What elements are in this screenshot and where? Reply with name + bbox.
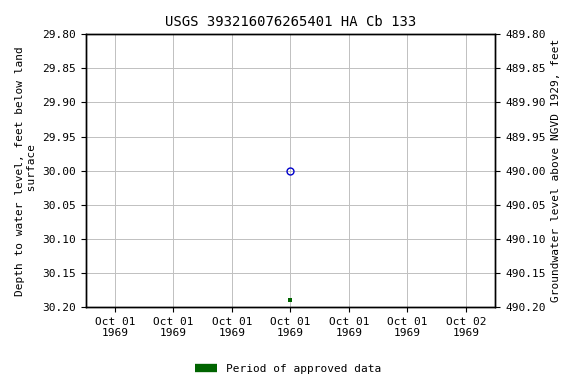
Y-axis label: Groundwater level above NGVD 1929, feet: Groundwater level above NGVD 1929, feet bbox=[551, 39, 561, 302]
Y-axis label: Depth to water level, feet below land
 surface: Depth to water level, feet below land su… bbox=[15, 46, 37, 296]
Title: USGS 393216076265401 HA Cb 133: USGS 393216076265401 HA Cb 133 bbox=[165, 15, 416, 29]
Legend: Period of approved data: Period of approved data bbox=[191, 359, 385, 379]
